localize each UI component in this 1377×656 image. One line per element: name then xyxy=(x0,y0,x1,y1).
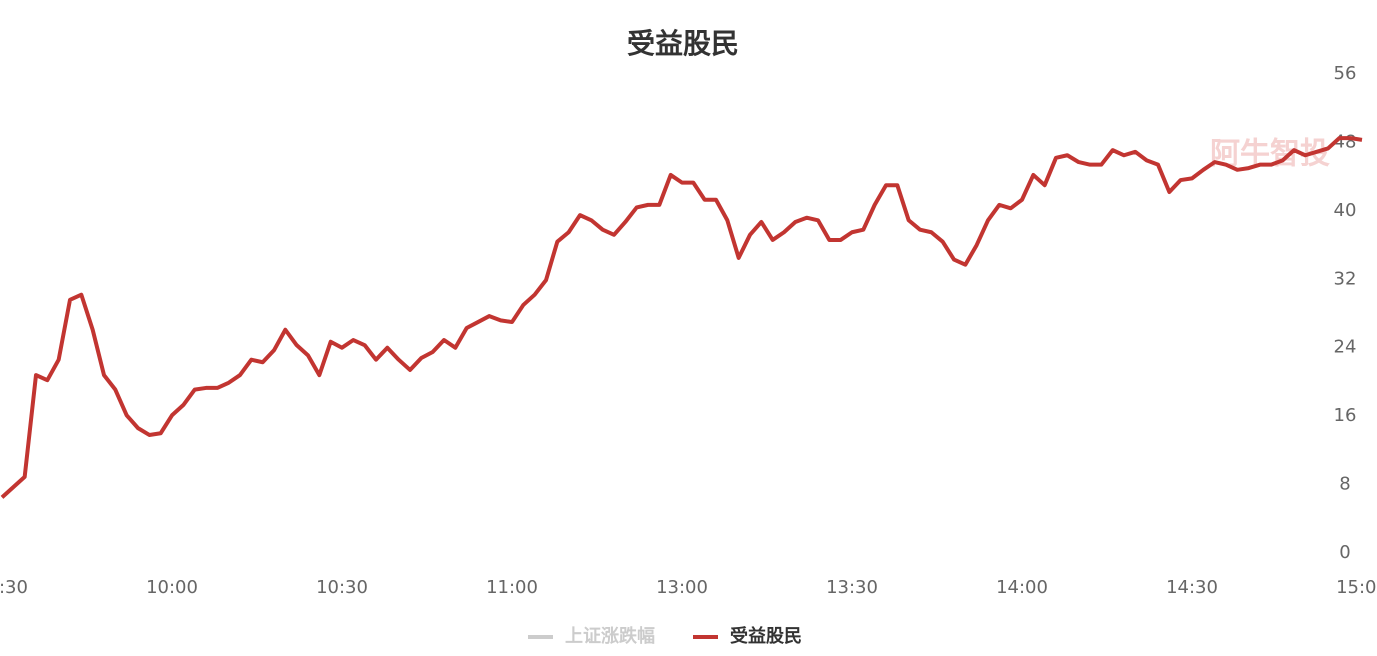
x-tick-label: 15:00 xyxy=(1336,577,1377,598)
x-tick-label: 14:30 xyxy=(1166,577,1218,598)
y-tick-label: 0 xyxy=(1339,542,1350,563)
x-tick-label: 10:00 xyxy=(146,577,198,598)
x-tick-label: 10:30 xyxy=(316,577,368,598)
y-tick-label: 24 xyxy=(1334,337,1357,358)
legend-label[interactable]: 受益股民 xyxy=(730,625,802,647)
x-tick-label: 11:00 xyxy=(486,577,538,598)
y-tick-label: 56 xyxy=(1334,63,1357,84)
y-tick-label: 40 xyxy=(1334,200,1357,221)
x-tick-label: 09:30 xyxy=(0,577,28,598)
x-tick-label: 13:00 xyxy=(656,577,708,598)
x-tick-label: 14:00 xyxy=(996,577,1048,598)
legend-label[interactable]: 上证涨跌幅 xyxy=(565,625,655,647)
chart-title: 受益股民 xyxy=(627,27,739,60)
y-tick-label: 8 xyxy=(1339,474,1350,495)
y-tick-label: 16 xyxy=(1334,405,1357,426)
data-line xyxy=(0,136,1363,499)
y-tick-label: 32 xyxy=(1334,268,1357,289)
x-tick-label: 13:30 xyxy=(826,577,878,598)
